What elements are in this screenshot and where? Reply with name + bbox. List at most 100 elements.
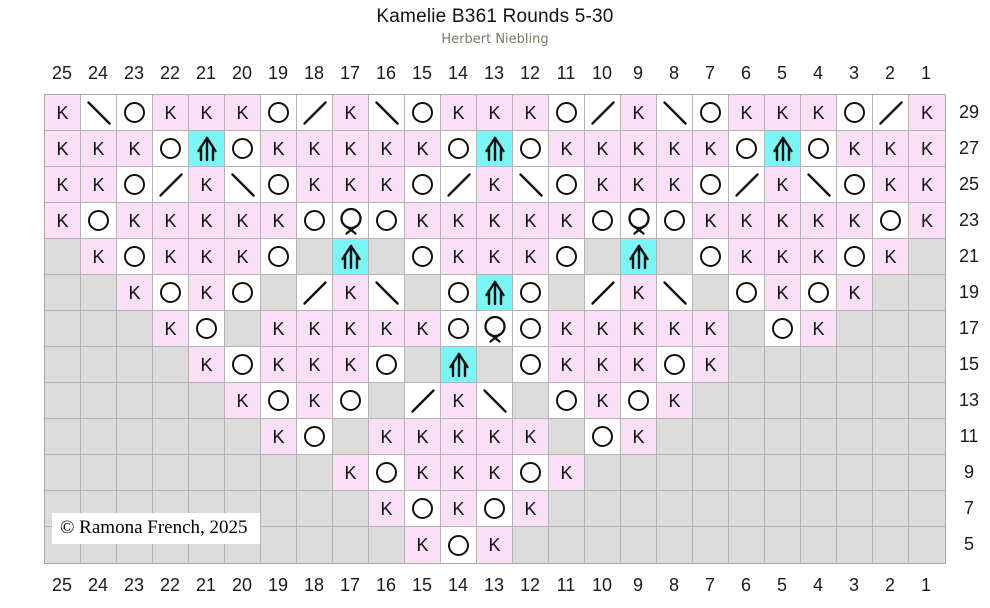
chart-cell-r13-c14[interactable]: K [441, 383, 477, 419]
chart-cell-r23-c2[interactable] [873, 203, 909, 239]
chart-cell-r25-c6[interactable] [729, 167, 765, 203]
chart-cell-r9-c14[interactable]: K [441, 455, 477, 491]
chart-cell-r23-c4[interactable]: K [801, 203, 837, 239]
chart-cell-r21-c2[interactable]: K [873, 239, 909, 275]
chart-cell-r25-c20[interactable] [225, 167, 261, 203]
chart-cell-r21-c18[interactable] [297, 239, 333, 275]
chart-cell-r17-c20[interactable] [225, 311, 261, 347]
chart-cell-r5-c1[interactable] [909, 527, 945, 563]
chart-cell-r25-c25[interactable]: K [45, 167, 81, 203]
chart-cell-r29-c17[interactable]: K [333, 95, 369, 131]
chart-cell-r13-c8[interactable]: K [657, 383, 693, 419]
chart-cell-r23-c14[interactable]: K [441, 203, 477, 239]
chart-cell-r21-c7[interactable] [693, 239, 729, 275]
chart-cell-r21-c15[interactable] [405, 239, 441, 275]
chart-cell-r19-c6[interactable] [729, 275, 765, 311]
chart-cell-r19-c23[interactable]: K [117, 275, 153, 311]
chart-cell-r29-c7[interactable] [693, 95, 729, 131]
chart-cell-r7-c9[interactable] [621, 491, 657, 527]
chart-cell-r23-c5[interactable]: K [765, 203, 801, 239]
chart-cell-r15-c2[interactable] [873, 347, 909, 383]
chart-cell-r5-c8[interactable] [657, 527, 693, 563]
chart-cell-r25-c23[interactable] [117, 167, 153, 203]
chart-cell-r13-c21[interactable] [189, 383, 225, 419]
chart-cell-r29-c13[interactable]: K [477, 95, 513, 131]
chart-cell-r9-c16[interactable] [369, 455, 405, 491]
chart-cell-r7-c19[interactable] [261, 491, 297, 527]
chart-cell-r5-c7[interactable] [693, 527, 729, 563]
chart-cell-r21-c14[interactable]: K [441, 239, 477, 275]
chart-cell-r25-c24[interactable]: K [81, 167, 117, 203]
chart-cell-r9-c23[interactable] [117, 455, 153, 491]
chart-cell-r21-c1[interactable] [909, 239, 945, 275]
chart-cell-r19-c21[interactable]: K [189, 275, 225, 311]
chart-cell-r5-c6[interactable] [729, 527, 765, 563]
chart-cell-r19-c22[interactable] [153, 275, 189, 311]
chart-cell-r15-c13[interactable] [477, 347, 513, 383]
chart-cell-r29-c25[interactable]: K [45, 95, 81, 131]
chart-cell-r11-c21[interactable] [189, 419, 225, 455]
chart-cell-r27-c13[interactable] [477, 131, 513, 167]
chart-cell-r25-c19[interactable] [261, 167, 297, 203]
chart-cell-r11-c22[interactable] [153, 419, 189, 455]
chart-cell-r15-c17[interactable]: K [333, 347, 369, 383]
chart-cell-r21-c11[interactable] [549, 239, 585, 275]
chart-cell-r9-c2[interactable] [873, 455, 909, 491]
chart-cell-r7-c7[interactable] [693, 491, 729, 527]
chart-cell-r17-c16[interactable]: K [369, 311, 405, 347]
chart-cell-r11-c4[interactable] [801, 419, 837, 455]
chart-cell-r19-c10[interactable] [585, 275, 621, 311]
chart-cell-r5-c2[interactable] [873, 527, 909, 563]
chart-cell-r13-c3[interactable] [837, 383, 873, 419]
chart-cell-r5-c9[interactable] [621, 527, 657, 563]
chart-cell-r5-c18[interactable] [297, 527, 333, 563]
chart-cell-r5-c10[interactable] [585, 527, 621, 563]
chart-cell-r23-c23[interactable]: K [117, 203, 153, 239]
chart-cell-r17-c22[interactable]: K [153, 311, 189, 347]
chart-cell-r27-c7[interactable]: K [693, 131, 729, 167]
chart-cell-r27-c8[interactable]: K [657, 131, 693, 167]
chart-cell-r21-c17[interactable] [333, 239, 369, 275]
chart-cell-r23-c10[interactable] [585, 203, 621, 239]
chart-cell-r5-c3[interactable] [837, 527, 873, 563]
chart-cell-r15-c25[interactable] [45, 347, 81, 383]
chart-cell-r21-c9[interactable] [621, 239, 657, 275]
chart-cell-r5-c11[interactable] [549, 527, 585, 563]
chart-cell-r29-c18[interactable] [297, 95, 333, 131]
chart-cell-r11-c5[interactable] [765, 419, 801, 455]
chart-cell-r29-c5[interactable]: K [765, 95, 801, 131]
chart-cell-r15-c22[interactable] [153, 347, 189, 383]
chart-cell-r19-c1[interactable] [909, 275, 945, 311]
chart-cell-r7-c14[interactable]: K [441, 491, 477, 527]
chart-cell-r13-c10[interactable]: K [585, 383, 621, 419]
chart-cell-r15-c12[interactable] [513, 347, 549, 383]
chart-cell-r19-c14[interactable] [441, 275, 477, 311]
chart-cell-r13-c9[interactable] [621, 383, 657, 419]
chart-cell-r27-c22[interactable] [153, 131, 189, 167]
chart-cell-r13-c11[interactable] [549, 383, 585, 419]
chart-cell-r13-c20[interactable]: K [225, 383, 261, 419]
chart-cell-r9-c9[interactable] [621, 455, 657, 491]
chart-cell-r19-c18[interactable] [297, 275, 333, 311]
chart-cell-r17-c5[interactable] [765, 311, 801, 347]
chart-cell-r23-c12[interactable]: K [513, 203, 549, 239]
chart-cell-r23-c8[interactable] [657, 203, 693, 239]
chart-cell-r21-c13[interactable]: K [477, 239, 513, 275]
chart-cell-r9-c25[interactable] [45, 455, 81, 491]
chart-cell-r25-c3[interactable] [837, 167, 873, 203]
chart-cell-r7-c8[interactable] [657, 491, 693, 527]
chart-cell-r13-c22[interactable] [153, 383, 189, 419]
chart-cell-r9-c11[interactable]: K [549, 455, 585, 491]
chart-cell-r19-c13[interactable] [477, 275, 513, 311]
chart-cell-r11-c1[interactable] [909, 419, 945, 455]
chart-cell-r13-c7[interactable] [693, 383, 729, 419]
chart-cell-r25-c8[interactable]: K [657, 167, 693, 203]
chart-cell-r13-c25[interactable] [45, 383, 81, 419]
chart-cell-r19-c9[interactable]: K [621, 275, 657, 311]
chart-cell-r7-c15[interactable] [405, 491, 441, 527]
chart-cell-r17-c4[interactable]: K [801, 311, 837, 347]
chart-cell-r9-c13[interactable]: K [477, 455, 513, 491]
chart-cell-r15-c1[interactable] [909, 347, 945, 383]
chart-cell-r27-c14[interactable] [441, 131, 477, 167]
